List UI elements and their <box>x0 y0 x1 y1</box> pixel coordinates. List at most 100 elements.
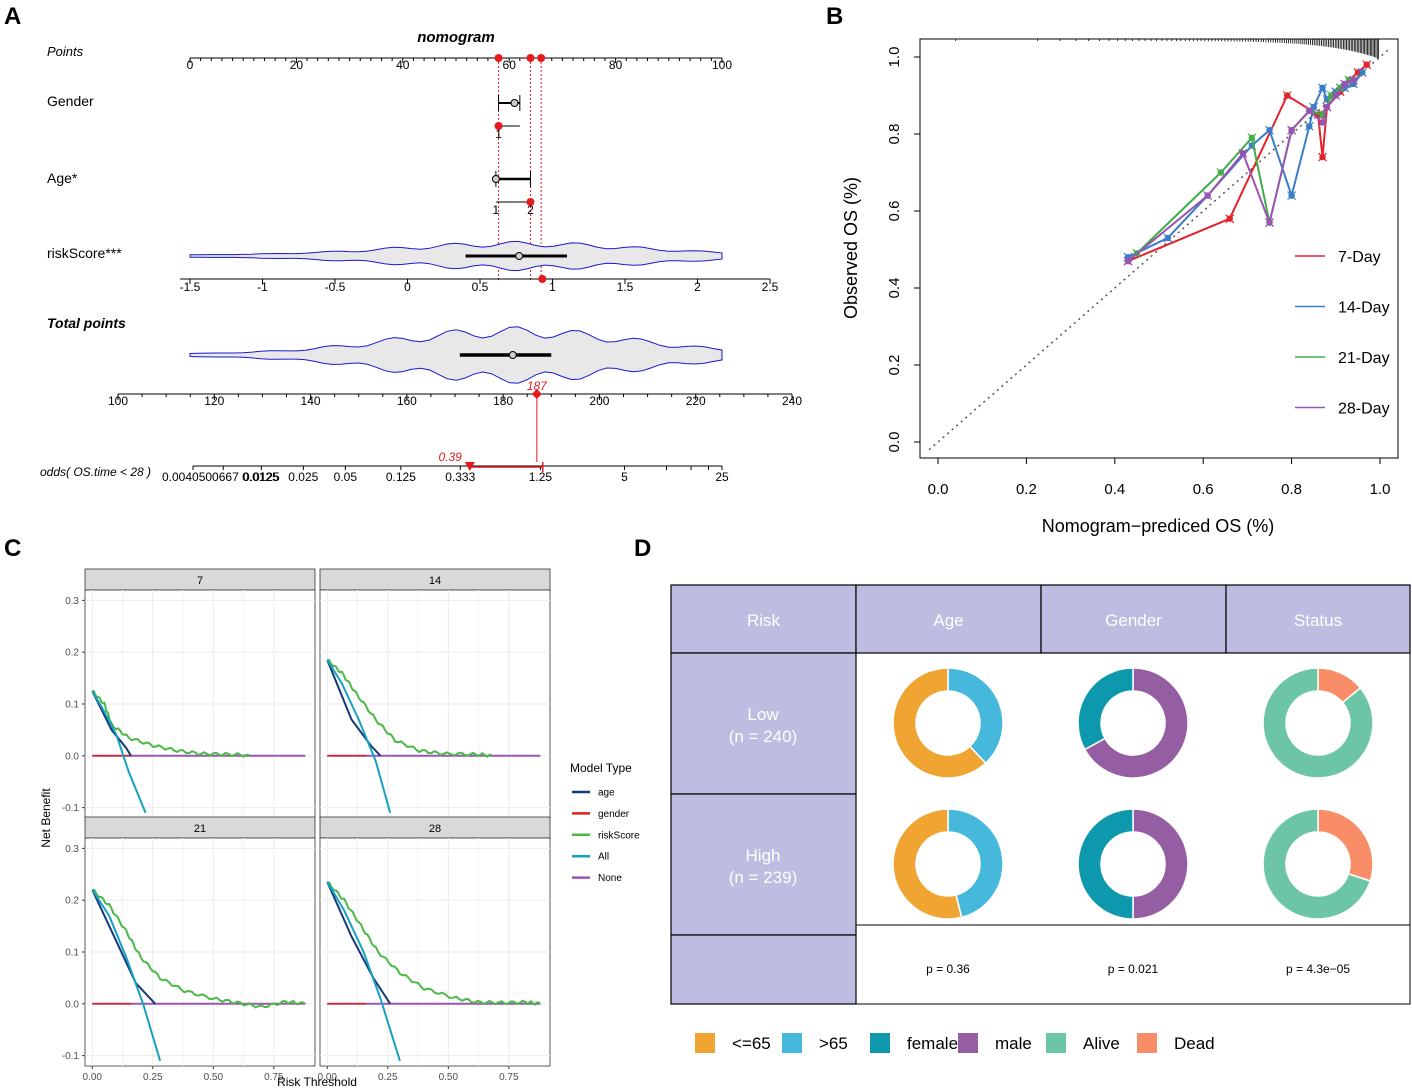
row-label-points: Points <box>47 44 84 59</box>
calibration-point-cross <box>1304 121 1314 131</box>
calibration-y-tick-label: 0.8 <box>886 124 903 145</box>
total-points-tick-label: 200 <box>589 394 609 408</box>
facet-y-tick-label: -0.1 <box>62 803 80 814</box>
facet-x-tick-label: 0.50 <box>204 1072 224 1083</box>
points-tick-label: 20 <box>290 58 304 72</box>
dca-y-axis-title: Net Benefit <box>39 788 53 848</box>
total-points-median <box>508 351 517 359</box>
calibration-x-tick-label: 0.8 <box>1281 481 1302 498</box>
calibration-line-28-Day <box>1127 79 1354 262</box>
donut-slice <box>947 667 1004 765</box>
total-points-selected-label: 187 <box>527 379 548 393</box>
risk-row-count: (n = 239) <box>729 868 798 887</box>
row-label-riskscore: riskScore*** <box>47 245 122 261</box>
pie-legend-label: male <box>995 1034 1032 1053</box>
calibration-point-cross <box>1357 67 1367 77</box>
riskscore-tick-label: -1.5 <box>180 280 201 294</box>
donut-slice <box>1132 808 1189 920</box>
odds-tick-label-crowded: 0.0040500667 0.0125 <box>162 470 279 484</box>
calibration-y-tick-label: 0.4 <box>886 278 903 299</box>
total-points-tick-label: 120 <box>204 394 224 408</box>
curve-all <box>326 881 401 1062</box>
table-row-header-cell <box>670 934 857 1005</box>
curve-all <box>91 889 162 1062</box>
calibration-x-tick-label: 0.2 <box>1016 481 1037 498</box>
total-points-violin <box>189 326 723 384</box>
dca-legend-label: gender <box>598 809 630 820</box>
panel-label-b: B <box>826 3 843 30</box>
dca-legend-label: All <box>598 852 609 863</box>
row-label-odds: odds( OS.time < 28 ) <box>40 465 151 479</box>
odds-tick-label: 0.333 <box>445 470 475 484</box>
total-points-tick-label: 160 <box>397 394 417 408</box>
odds-tick-label: 0.125 <box>386 470 416 484</box>
table-header-cell <box>1040 584 1227 654</box>
riskscore-median <box>515 252 524 260</box>
facet-y-tick-label: 0.2 <box>65 648 79 659</box>
curve-age <box>91 690 132 757</box>
panel-c-decision-curves: 7 -0.1 0.0 0.1 0.2 0.3 14 21 -0.1 0.0 0.1 0.2 0.3 0.0… <box>39 568 640 1089</box>
table-header-cell <box>855 584 1042 654</box>
total-points-tick-label: 240 <box>782 394 802 408</box>
riskscore-tick-label: -0.5 <box>325 280 346 294</box>
facet-y-tick-label: 0.1 <box>65 948 79 959</box>
points-marker <box>494 54 503 62</box>
gender-selected <box>494 122 503 130</box>
risk-row-count: (n = 240) <box>729 727 798 746</box>
calibration-line-7-Day <box>1127 63 1368 263</box>
calibration-point-cross <box>1287 191 1297 201</box>
facet-strip-label: 14 <box>429 575 441 587</box>
facet-y-tick-label: 0.0 <box>65 751 79 762</box>
pie-legend-key <box>958 1033 978 1053</box>
calibration-x-axis-title: Nomogram−prediced OS (%) <box>1042 516 1275 536</box>
points-tick-label: 100 <box>712 58 732 72</box>
calibration-point-cross <box>1163 233 1173 243</box>
row-label-gender: Gender <box>47 93 94 109</box>
dca-legend-label: None <box>598 873 622 884</box>
risk-row-label: Low <box>747 705 779 724</box>
curve-age <box>91 889 156 1005</box>
odds-tick-label: 1.25 <box>529 470 553 484</box>
table-header-cell <box>670 584 857 654</box>
pie-legend-label: <=65 <box>732 1034 771 1053</box>
riskscore-tick-label: 2 <box>694 280 701 294</box>
facet-y-tick-label: 0.3 <box>65 844 79 855</box>
pie-legend-label: >65 <box>819 1034 848 1053</box>
riskscore-tick-label: 0.5 <box>472 280 489 294</box>
calibration-x-tick-label: 0.4 <box>1104 481 1125 498</box>
panel-label-a: A <box>4 3 21 30</box>
table-header-cell <box>1225 584 1411 654</box>
calibration-point-cross <box>1322 102 1332 112</box>
p-value-label: p = 4.3e−05 <box>1286 962 1350 976</box>
curve-all <box>91 690 147 814</box>
facet-strip-label: 7 <box>197 575 203 587</box>
curve-all <box>326 659 392 814</box>
nomogram-title: nomogram <box>417 29 495 46</box>
odds-tick-label: 0.0125 <box>243 470 280 484</box>
age-median <box>491 175 500 183</box>
donut-slice <box>1262 808 1372 920</box>
odds-selected-label: 0.39 <box>438 450 462 464</box>
points-marker <box>526 54 535 62</box>
total-points-tick-label: 140 <box>301 394 321 408</box>
donut-slice <box>1077 808 1134 920</box>
dca-legend-title: Model Type <box>570 761 632 775</box>
pie-legend-key <box>782 1033 802 1053</box>
calibration-y-tick-label: 0.0 <box>886 432 903 453</box>
riskscore-violin <box>189 240 723 272</box>
total-points-tick-label: 100 <box>108 394 128 408</box>
calibration-legend-label: 21-Day <box>1338 350 1390 367</box>
panel-label-c: C <box>4 535 21 562</box>
facet-x-tick-label: 0.25 <box>378 1072 398 1083</box>
calibration-point-cross <box>1318 152 1327 162</box>
pie-legend-key <box>870 1033 890 1053</box>
table-header-label: Age <box>933 611 963 630</box>
table-header-label: Status <box>1294 611 1342 630</box>
curve-riskscore <box>92 888 306 1009</box>
calibration-legend-label: 14-Day <box>1338 300 1390 317</box>
panel-b-calibration: 0.0 0.2 0.4 0.6 0.8 1.0 0.0 0.2 0.4 0.6 0.8 1.0 Nomo… <box>841 38 1399 536</box>
curve-riskscore <box>326 881 541 1006</box>
total-points-tick-label: 180 <box>493 394 513 408</box>
risk-row-label: High <box>746 846 781 865</box>
